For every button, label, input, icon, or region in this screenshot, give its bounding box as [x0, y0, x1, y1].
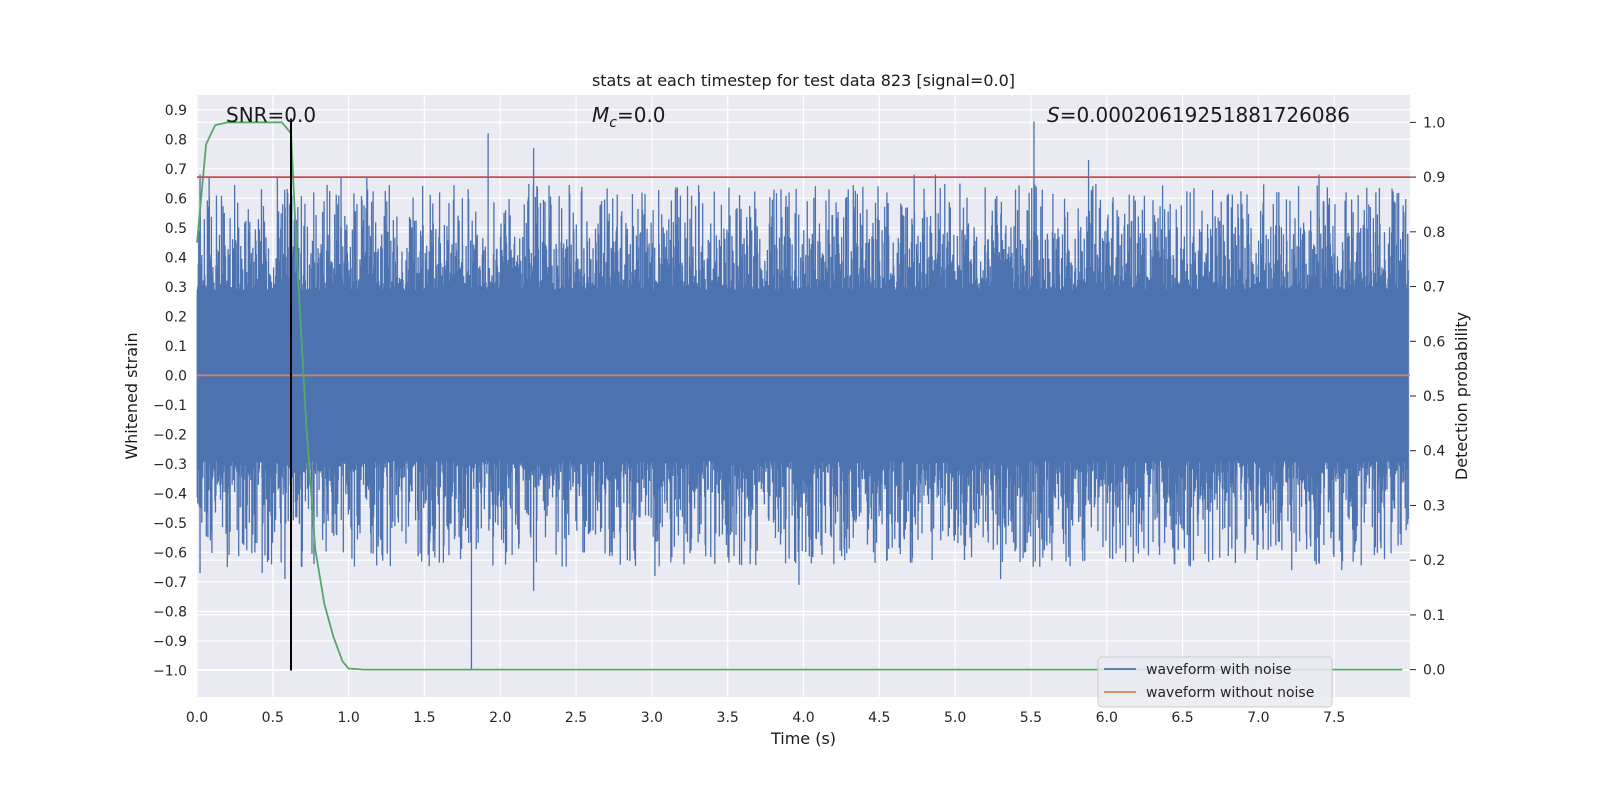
y-tick-label: 0.8	[165, 132, 187, 148]
y2-tick-label: 0.3	[1423, 498, 1445, 514]
x-tick-label: 3.0	[641, 710, 663, 726]
y-tick-label: 0.6	[165, 191, 187, 207]
x-tick-label: 5.0	[944, 710, 966, 726]
x-tick-label: 1.0	[337, 710, 359, 726]
y-tick-label: 0.4	[165, 250, 187, 266]
y-tick-label: 0.0	[165, 368, 187, 384]
y-tick-label: 0.9	[165, 103, 187, 119]
y-tick-label: −0.7	[153, 575, 187, 591]
y2-tick-label: 0.1	[1423, 608, 1445, 624]
y2-tick-label: 0.7	[1423, 280, 1445, 296]
y2-tick-label: 0.8	[1423, 225, 1445, 241]
y-tick-label: −1.0	[153, 663, 187, 679]
x-tick-label: 0.0	[186, 710, 208, 726]
y2-tick-label: 0.2	[1423, 553, 1445, 569]
y2-tick-label: 0.0	[1423, 663, 1445, 679]
x-tick-label: 4.0	[792, 710, 814, 726]
y2-axis-label: Detection probability	[1452, 312, 1471, 480]
y-tick-label: −0.6	[153, 545, 187, 561]
chart-title: stats at each timestep for test data 823…	[592, 71, 1015, 90]
y-tick-label: 0.5	[165, 221, 187, 237]
y2-tick-label: 0.5	[1423, 389, 1445, 405]
y-tick-label: −0.4	[153, 486, 187, 502]
y2-tick-label: 0.9	[1423, 170, 1445, 186]
y-tick-label: 0.2	[165, 309, 187, 325]
x-tick-label: 2.5	[565, 710, 587, 726]
x-tick-label: 7.5	[1323, 710, 1345, 726]
x-axis-label: Time (s)	[770, 729, 836, 748]
x-tick-label: 5.5	[1020, 710, 1042, 726]
x-tick-label: 4.5	[868, 710, 890, 726]
y2-tick-label: 0.4	[1423, 444, 1445, 460]
legend-label-noise: waveform with noise	[1146, 662, 1291, 678]
y-tick-label: 0.7	[165, 162, 187, 178]
y-tick-label: 0.3	[165, 280, 187, 296]
snr-annotation: SNR=0.0	[226, 103, 316, 127]
x-tick-label: 1.5	[413, 710, 435, 726]
axis-ticks: 0.0 0.5 1.0 1.5 2.0 2.5 3.0 3.5 4.0 4.5 5.0 5.5 6.0 6…	[153, 103, 1445, 726]
line-series	[196, 118, 1410, 671]
x-tick-label: 2.0	[489, 710, 511, 726]
x-tick-label: 6.5	[1171, 710, 1193, 726]
y-tick-label: −0.3	[153, 457, 187, 473]
x-tick-label: 7.0	[1247, 710, 1269, 726]
legend-label-clean: waveform without noise	[1146, 685, 1314, 701]
legend-box	[1097, 656, 1333, 708]
y-tick-label: −0.2	[153, 427, 187, 443]
y-tick-label: −0.8	[153, 604, 187, 620]
detection-probability-line	[196, 121, 1403, 671]
x-tick-label: 3.5	[717, 710, 739, 726]
y2-tick-label: 1.0	[1423, 115, 1445, 131]
y-tick-label: 0.1	[165, 339, 187, 355]
chirp-mass-subscript: c	[609, 115, 617, 131]
y-tick-label: −0.5	[153, 516, 187, 532]
chirp-mass-value: =0.0	[617, 103, 666, 127]
chirp-mass-annotation: Mc=0.0	[592, 103, 666, 131]
x-tick-label: 0.5	[262, 710, 284, 726]
x-tick-label: 6.0	[1096, 710, 1118, 726]
score-value: =0.00020619251881726086	[1060, 103, 1350, 127]
y-tick-label: −0.9	[153, 634, 187, 650]
y-tick-label: −0.1	[153, 398, 187, 414]
y2-tick-label: 0.6	[1423, 334, 1445, 350]
score-symbol: S	[1047, 103, 1060, 127]
y-axis-label: Whitened strain	[122, 332, 141, 459]
legend: waveform with noise waveform without noi…	[1097, 656, 1333, 708]
score-annotation: S=0.00020619251881726086	[1047, 103, 1350, 127]
chirp-mass-symbol: M	[592, 103, 609, 127]
